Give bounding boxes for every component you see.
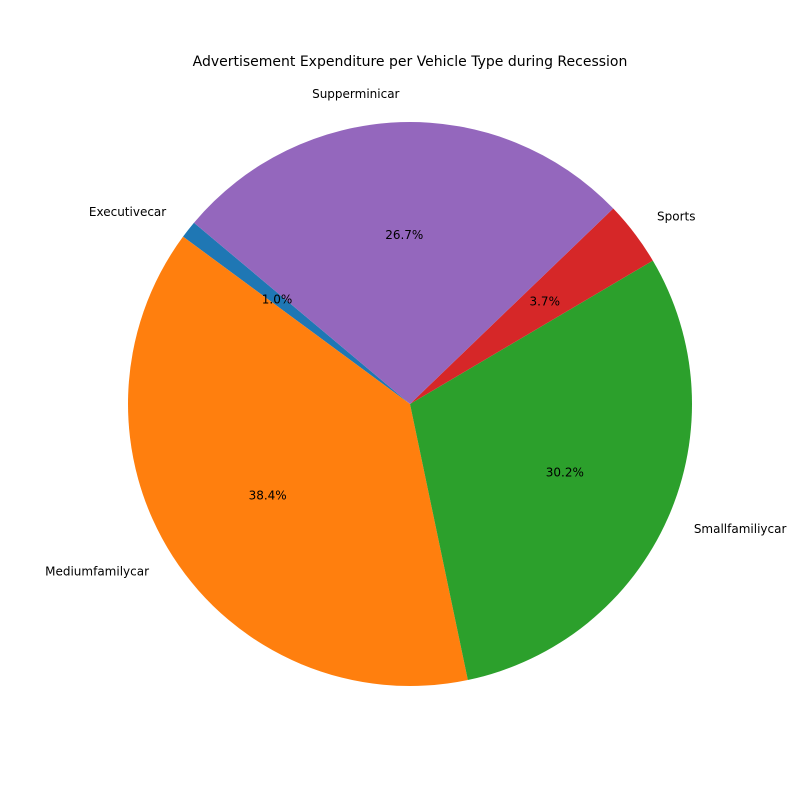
pie-labels: Executivecar 1.0% Mediumfamilycar 38.4% Smal… <box>45 87 786 579</box>
pct-label-mediumfamilycar: 38.4% <box>249 488 287 502</box>
slice-label-smallfamiliycar: Smallfamiliycar <box>694 522 787 536</box>
slice-label-executivecar: Executivecar <box>89 205 166 219</box>
slice-label-sports: Sports <box>657 209 695 223</box>
slice-label-mediumfamilycar: Mediumfamilycar <box>45 565 149 579</box>
pie-slice-supperminicar <box>193 122 614 404</box>
pie-slice-sports <box>410 208 653 404</box>
pct-label-smallfamiliycar: 30.2% <box>546 465 584 479</box>
slice-label-supperminicar: Supperminicar <box>312 87 399 101</box>
pie-slice-smallfamiliycar <box>410 260 693 680</box>
pct-label-sports: 3.7% <box>529 295 560 309</box>
pct-label-supperminicar: 26.7% <box>385 228 423 242</box>
pct-label-executivecar: 1.0% <box>262 292 293 306</box>
chart-title: Advertisement Expenditure per Vehicle Ty… <box>193 54 628 70</box>
pie-slices <box>128 122 693 686</box>
pie-slice-mediumfamilycar <box>128 236 468 686</box>
pie-slice-executivecar <box>183 222 410 404</box>
